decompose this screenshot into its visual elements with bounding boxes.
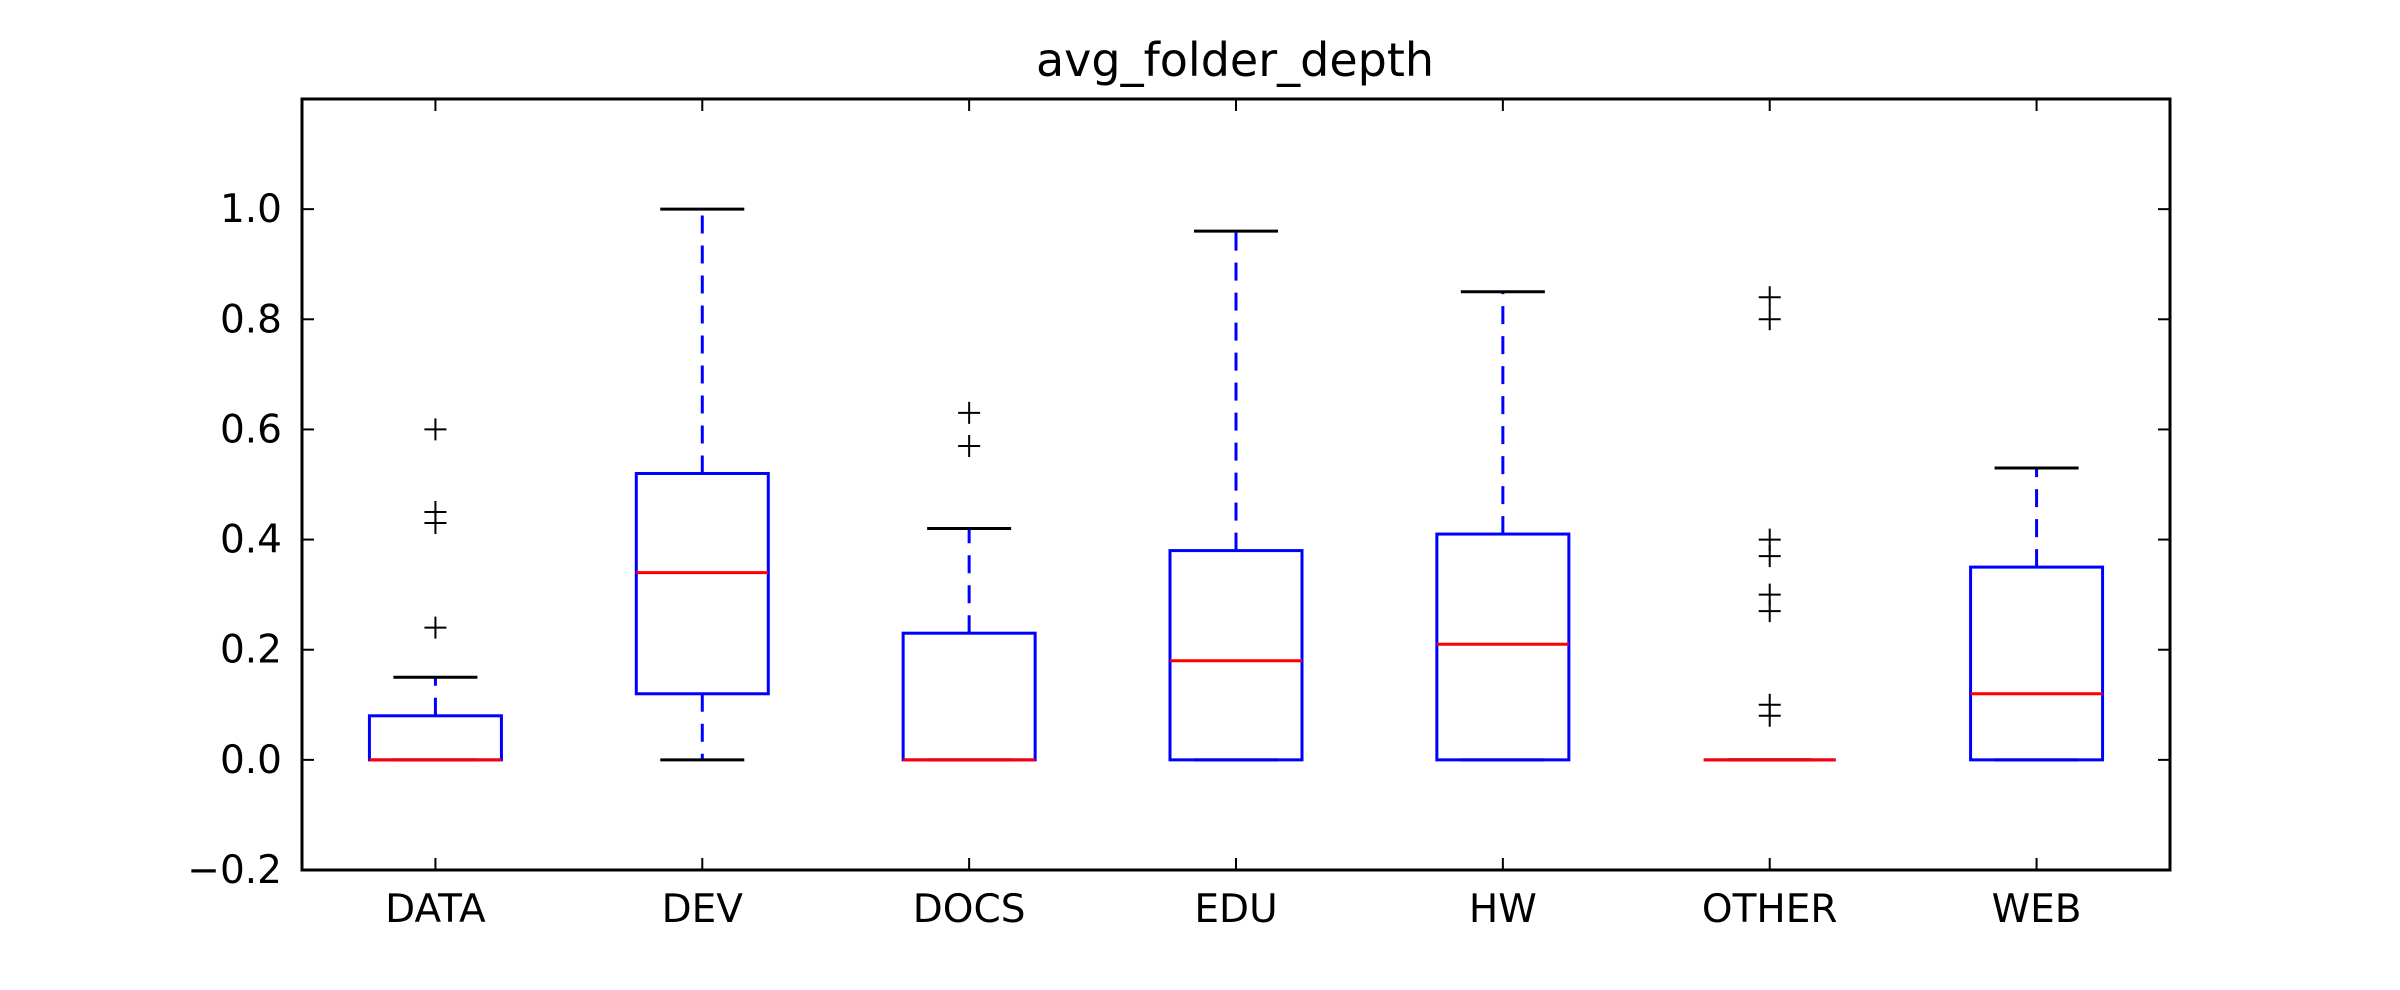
outlier-point: [958, 401, 981, 424]
outlier-point: [1758, 583, 1781, 606]
outlier-point: [1758, 528, 1781, 551]
chart-title: avg_folder_depth: [1036, 33, 1434, 87]
y-tick-label: 1.0: [220, 187, 282, 232]
x-category-label: EDU: [1194, 887, 1277, 932]
y-tick-label: −0.2: [187, 848, 282, 893]
box: [367, 714, 503, 762]
y-tick-label: 0.4: [220, 518, 282, 563]
y-tick-label: 0.2: [220, 628, 282, 673]
y-tick-label: 0.6: [220, 407, 282, 452]
box: [634, 471, 770, 696]
x-category-label: OTHER: [1702, 887, 1838, 932]
x-category-label: WEB: [1992, 887, 2082, 932]
outlier-point: [1758, 286, 1781, 309]
outlier-point: [424, 501, 447, 524]
x-category-label: HW: [1469, 887, 1537, 932]
x-category-label: DEV: [662, 887, 744, 932]
outlier-point: [958, 434, 981, 457]
outlier-point: [424, 418, 447, 441]
outlier-point: [1758, 693, 1781, 716]
x-category-label: DOCS: [913, 887, 1026, 932]
box: [1969, 565, 2105, 762]
y-tick-label: 0.8: [220, 297, 282, 342]
box: [1168, 549, 1304, 762]
axes-frame: [300, 97, 2172, 872]
box: [1435, 532, 1571, 762]
x-category-label: DATA: [385, 887, 486, 932]
y-tick-label: 0.0: [220, 738, 282, 783]
outlier-point: [424, 616, 447, 639]
plot-area: −0.2 0.0 0.2 0.4 0.6 0.8 1.0 DATA DEV DOCS EDU HW OT…: [187, 97, 2172, 932]
outlier-point: [1758, 308, 1781, 331]
box: [901, 631, 1037, 762]
